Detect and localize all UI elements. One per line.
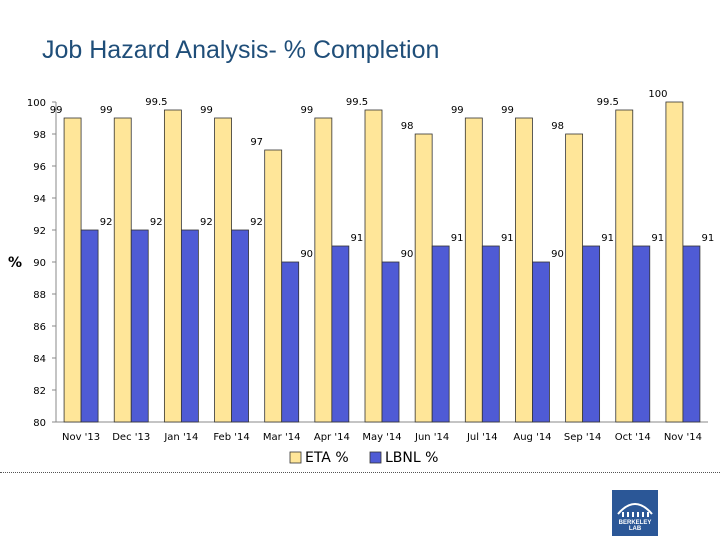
eta-bar bbox=[515, 117, 533, 423]
x-tick-label: Dec '13 bbox=[112, 432, 150, 443]
lbnl-data-label: 92 bbox=[250, 217, 263, 228]
x-tick-label: May '14 bbox=[362, 432, 401, 443]
berkeley-lab-logo: BERKELEY LAB bbox=[612, 490, 658, 536]
eta-data-label: 97 bbox=[250, 137, 263, 148]
eta-bar bbox=[565, 133, 584, 423]
eta-data-label: 99 bbox=[200, 105, 213, 116]
x-tick-label: Feb '14 bbox=[213, 432, 249, 443]
y-tick-label: 98 bbox=[33, 130, 46, 141]
lbnl-bar bbox=[281, 261, 300, 423]
y-tick-label: 80 bbox=[33, 418, 46, 429]
lbnl-bar bbox=[682, 245, 701, 423]
lbnl-data-label: 92 bbox=[150, 217, 163, 228]
y-tick-label: 94 bbox=[33, 194, 46, 205]
x-tick-label: Sep '14 bbox=[564, 432, 602, 443]
eta-data-label: 99 bbox=[300, 105, 313, 116]
x-tick-label: Apr '14 bbox=[314, 432, 350, 443]
lbnl-bar bbox=[481, 245, 500, 423]
chart-title: Job Hazard Analysis- % Completion bbox=[42, 36, 440, 64]
x-tick-label: Nov '14 bbox=[664, 432, 702, 443]
x-tick-label: Nov '13 bbox=[62, 432, 100, 443]
lbnl-data-label: 91 bbox=[451, 233, 464, 244]
x-tick-label: Jun '14 bbox=[414, 432, 449, 443]
y-tick-label: 90 bbox=[33, 258, 46, 269]
eta-data-label: 99 bbox=[451, 105, 464, 116]
lbnl-data-label: 90 bbox=[401, 249, 414, 260]
legend-label-lbnl: LBNL % bbox=[385, 450, 438, 466]
y-tick-label: 92 bbox=[33, 226, 46, 237]
logo-icon bbox=[617, 503, 653, 517]
x-tick-label: Jul '14 bbox=[466, 432, 498, 443]
eta-data-label: 99.5 bbox=[597, 97, 619, 108]
lbnl-data-label: 91 bbox=[501, 233, 514, 244]
eta-bar bbox=[264, 149, 283, 423]
eta-bar bbox=[364, 109, 383, 423]
eta-data-label: 99 bbox=[100, 105, 113, 116]
eta-bar bbox=[163, 109, 182, 423]
legend-label-eta: ETA % bbox=[305, 450, 349, 466]
lbnl-bar bbox=[130, 229, 149, 423]
lbnl-data-label: 92 bbox=[100, 217, 113, 228]
lbnl-bar bbox=[331, 245, 350, 423]
lbnl-bar bbox=[231, 229, 249, 423]
y-tick-label: 86 bbox=[33, 322, 46, 333]
lbnl-data-label: 91 bbox=[350, 233, 363, 244]
x-tick-label: Mar '14 bbox=[263, 432, 301, 443]
footer-divider bbox=[0, 472, 720, 473]
eta-bar bbox=[314, 117, 333, 423]
bar-chart: 80 82 84 86 88 90 92 94 96 98 100% Nov '13 Dec '13 Ja… bbox=[8, 89, 715, 466]
legend-swatch-eta bbox=[289, 451, 302, 464]
lbnl-bar bbox=[80, 229, 99, 423]
lbnl-data-label: 91 bbox=[651, 233, 664, 244]
lbnl-data-label: 90 bbox=[551, 249, 564, 260]
y-tick-label: 82 bbox=[33, 386, 46, 397]
logo-text: BERKELEY LAB bbox=[618, 520, 652, 532]
x-tick-label: Aug '14 bbox=[513, 432, 551, 443]
eta-bar bbox=[615, 109, 634, 423]
eta-bar bbox=[665, 101, 684, 423]
lbnl-bar bbox=[632, 245, 651, 423]
lbnl-bar bbox=[532, 261, 550, 423]
x-tick-label: Oct '14 bbox=[615, 432, 651, 443]
y-tick-label: 100 bbox=[27, 98, 46, 109]
y-axis-label: % bbox=[8, 255, 22, 271]
lbnl-bar bbox=[431, 245, 450, 423]
y-tick-label: 84 bbox=[33, 354, 46, 365]
eta-bar bbox=[63, 117, 82, 423]
eta-data-label: 99 bbox=[501, 105, 514, 116]
lbnl-data-label: 91 bbox=[702, 233, 715, 244]
lbnl-bar bbox=[582, 245, 601, 423]
eta-data-label: 98 bbox=[401, 121, 414, 132]
eta-data-label: 99 bbox=[50, 105, 63, 116]
eta-bar bbox=[214, 117, 232, 423]
lbnl-bar bbox=[180, 229, 199, 423]
y-tick-label: 96 bbox=[33, 162, 46, 173]
x-tick-label: Jan '14 bbox=[163, 432, 198, 443]
lbnl-data-label: 90 bbox=[300, 249, 313, 260]
eta-bar bbox=[464, 117, 483, 423]
eta-data-label: 99.5 bbox=[145, 97, 167, 108]
eta-data-label: 98 bbox=[551, 121, 564, 132]
lbnl-bar bbox=[381, 261, 400, 423]
eta-data-label: 99.5 bbox=[346, 97, 368, 108]
lbnl-data-label: 92 bbox=[200, 217, 213, 228]
eta-bar bbox=[414, 133, 433, 423]
legend-swatch-lbnl bbox=[369, 451, 382, 464]
eta-data-label: 100 bbox=[648, 89, 667, 100]
y-tick-label: 88 bbox=[33, 290, 46, 301]
eta-bar bbox=[113, 117, 132, 423]
lbnl-data-label: 91 bbox=[601, 233, 614, 244]
